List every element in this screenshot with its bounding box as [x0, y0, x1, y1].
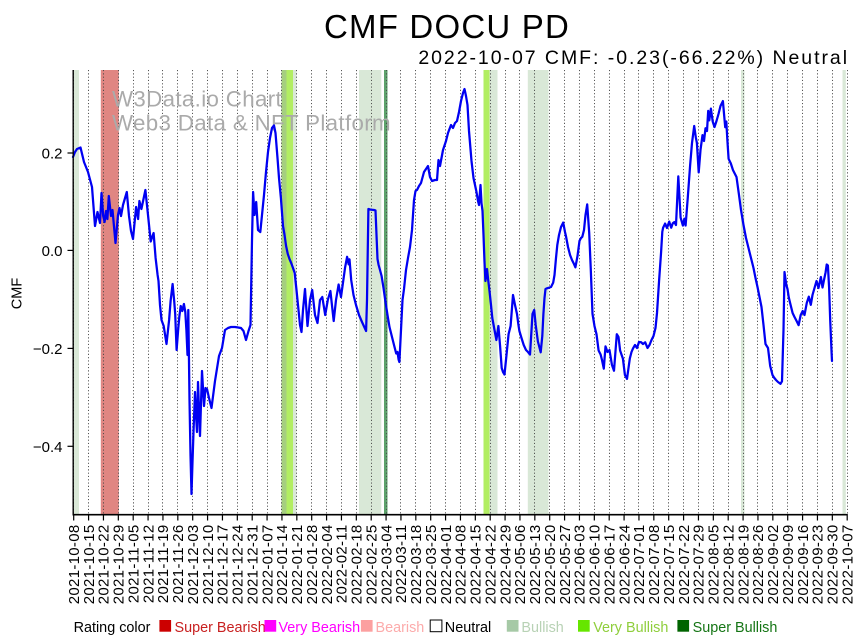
svg-text:2022-08-05: 2022-08-05	[706, 525, 723, 605]
svg-text:2022-10-07: 2022-10-07	[839, 525, 856, 605]
svg-text:2022-06-24: 2022-06-24	[616, 525, 633, 605]
svg-text:2022-04-15: 2022-04-15	[468, 525, 485, 605]
svg-text:2022-09-02: 2022-09-02	[765, 525, 782, 605]
svg-text:2022-03-18: 2022-03-18	[408, 525, 425, 605]
svg-text:2022-05-13: 2022-05-13	[527, 525, 544, 605]
svg-text:2022-10-07 CMF: -0.23(-66.22%): 2022-10-07 CMF: -0.23(-66.22%) Neutral	[418, 47, 849, 69]
svg-text:2022-06-10: 2022-06-10	[587, 525, 604, 605]
svg-text:2021-11-26: 2021-11-26	[170, 525, 187, 604]
svg-text:2021-12-24: 2021-12-24	[230, 525, 247, 605]
svg-text:2022-08-12: 2022-08-12	[720, 525, 737, 605]
svg-text:Super Bearish: Super Bearish	[175, 620, 266, 636]
svg-text:2021-12-17: 2021-12-17	[215, 525, 232, 605]
svg-text:2021-12-03: 2021-12-03	[185, 525, 202, 605]
svg-text:2022-06-03: 2022-06-03	[572, 525, 589, 605]
svg-text:2022-02-11: 2022-02-11	[334, 525, 351, 604]
svg-text:2022-05-27: 2022-05-27	[557, 525, 574, 605]
svg-text:2022-05-06: 2022-05-06	[512, 525, 529, 605]
svg-text:−0.2: −0.2	[33, 341, 63, 358]
svg-text:2022-09-16: 2022-09-16	[795, 525, 812, 605]
svg-text:2022-01-28: 2022-01-28	[304, 525, 321, 605]
svg-text:Bullish: Bullish	[521, 620, 563, 636]
svg-text:2022-01-21: 2022-01-21	[289, 525, 306, 605]
svg-text:2022-07-08: 2022-07-08	[646, 525, 663, 605]
svg-text:2021-11-19: 2021-11-19	[155, 525, 172, 604]
svg-text:2022-03-04: 2022-03-04	[378, 525, 395, 605]
svg-text:2022-09-23: 2022-09-23	[810, 525, 827, 605]
svg-text:Very Bullish: Very Bullish	[593, 620, 668, 636]
svg-text:2022-05-20: 2022-05-20	[542, 525, 559, 605]
svg-text:CMF DOCU PD: CMF DOCU PD	[324, 8, 570, 45]
svg-text:2022-09-09: 2022-09-09	[780, 525, 797, 605]
svg-text:2022-09-30: 2022-09-30	[825, 525, 842, 605]
svg-text:Very Bearish: Very Bearish	[279, 620, 361, 636]
svg-text:Rating color: Rating color	[74, 620, 151, 636]
svg-text:Web3 Data & NFT Platform: Web3 Data & NFT Platform	[112, 111, 391, 136]
svg-text:CMF: CMF	[10, 278, 26, 310]
svg-text:0.2: 0.2	[42, 146, 63, 163]
svg-text:2022-06-17: 2022-06-17	[601, 525, 618, 605]
svg-text:2022-04-01: 2022-04-01	[438, 525, 455, 605]
svg-text:2022-07-01: 2022-07-01	[631, 525, 648, 605]
svg-text:2021-12-31: 2021-12-31	[244, 525, 261, 605]
svg-text:−0.4: −0.4	[33, 439, 63, 456]
svg-text:Bearish: Bearish	[376, 620, 425, 636]
svg-text:2021-10-08: 2021-10-08	[66, 525, 83, 605]
svg-text:2021-11-12: 2021-11-12	[140, 525, 157, 604]
svg-text:2021-11-05: 2021-11-05	[125, 525, 142, 604]
svg-text:2022-07-29: 2022-07-29	[691, 525, 708, 605]
svg-text:2022-07-15: 2022-07-15	[661, 525, 678, 605]
svg-text:0.0: 0.0	[42, 243, 63, 260]
svg-text:2021-10-29: 2021-10-29	[111, 525, 128, 605]
svg-text:Neutral: Neutral	[445, 620, 491, 636]
svg-text:2022-02-04: 2022-02-04	[319, 525, 336, 605]
svg-text:2021-10-22: 2021-10-22	[96, 525, 113, 605]
svg-text:2022-04-08: 2022-04-08	[453, 525, 470, 605]
svg-text:2022-02-25: 2022-02-25	[363, 525, 380, 605]
svg-text:2022-03-11: 2022-03-11	[393, 525, 410, 604]
svg-text:2022-04-22: 2022-04-22	[482, 525, 499, 605]
svg-text:W3Data.io Chart: W3Data.io Chart	[112, 87, 283, 112]
svg-text:2022-04-29: 2022-04-29	[497, 525, 514, 605]
svg-text:Super Bullish: Super Bullish	[693, 620, 778, 636]
svg-text:2022-01-07: 2022-01-07	[259, 525, 276, 605]
svg-text:2022-08-26: 2022-08-26	[750, 525, 767, 605]
svg-text:2022-08-19: 2022-08-19	[735, 525, 752, 605]
svg-text:2022-07-22: 2022-07-22	[676, 525, 693, 605]
svg-text:2021-10-15: 2021-10-15	[81, 525, 98, 605]
svg-text:2022-02-18: 2022-02-18	[349, 525, 366, 605]
svg-text:2022-01-14: 2022-01-14	[274, 525, 291, 605]
svg-text:2022-03-25: 2022-03-25	[423, 525, 440, 605]
svg-text:2021-12-10: 2021-12-10	[200, 525, 217, 605]
